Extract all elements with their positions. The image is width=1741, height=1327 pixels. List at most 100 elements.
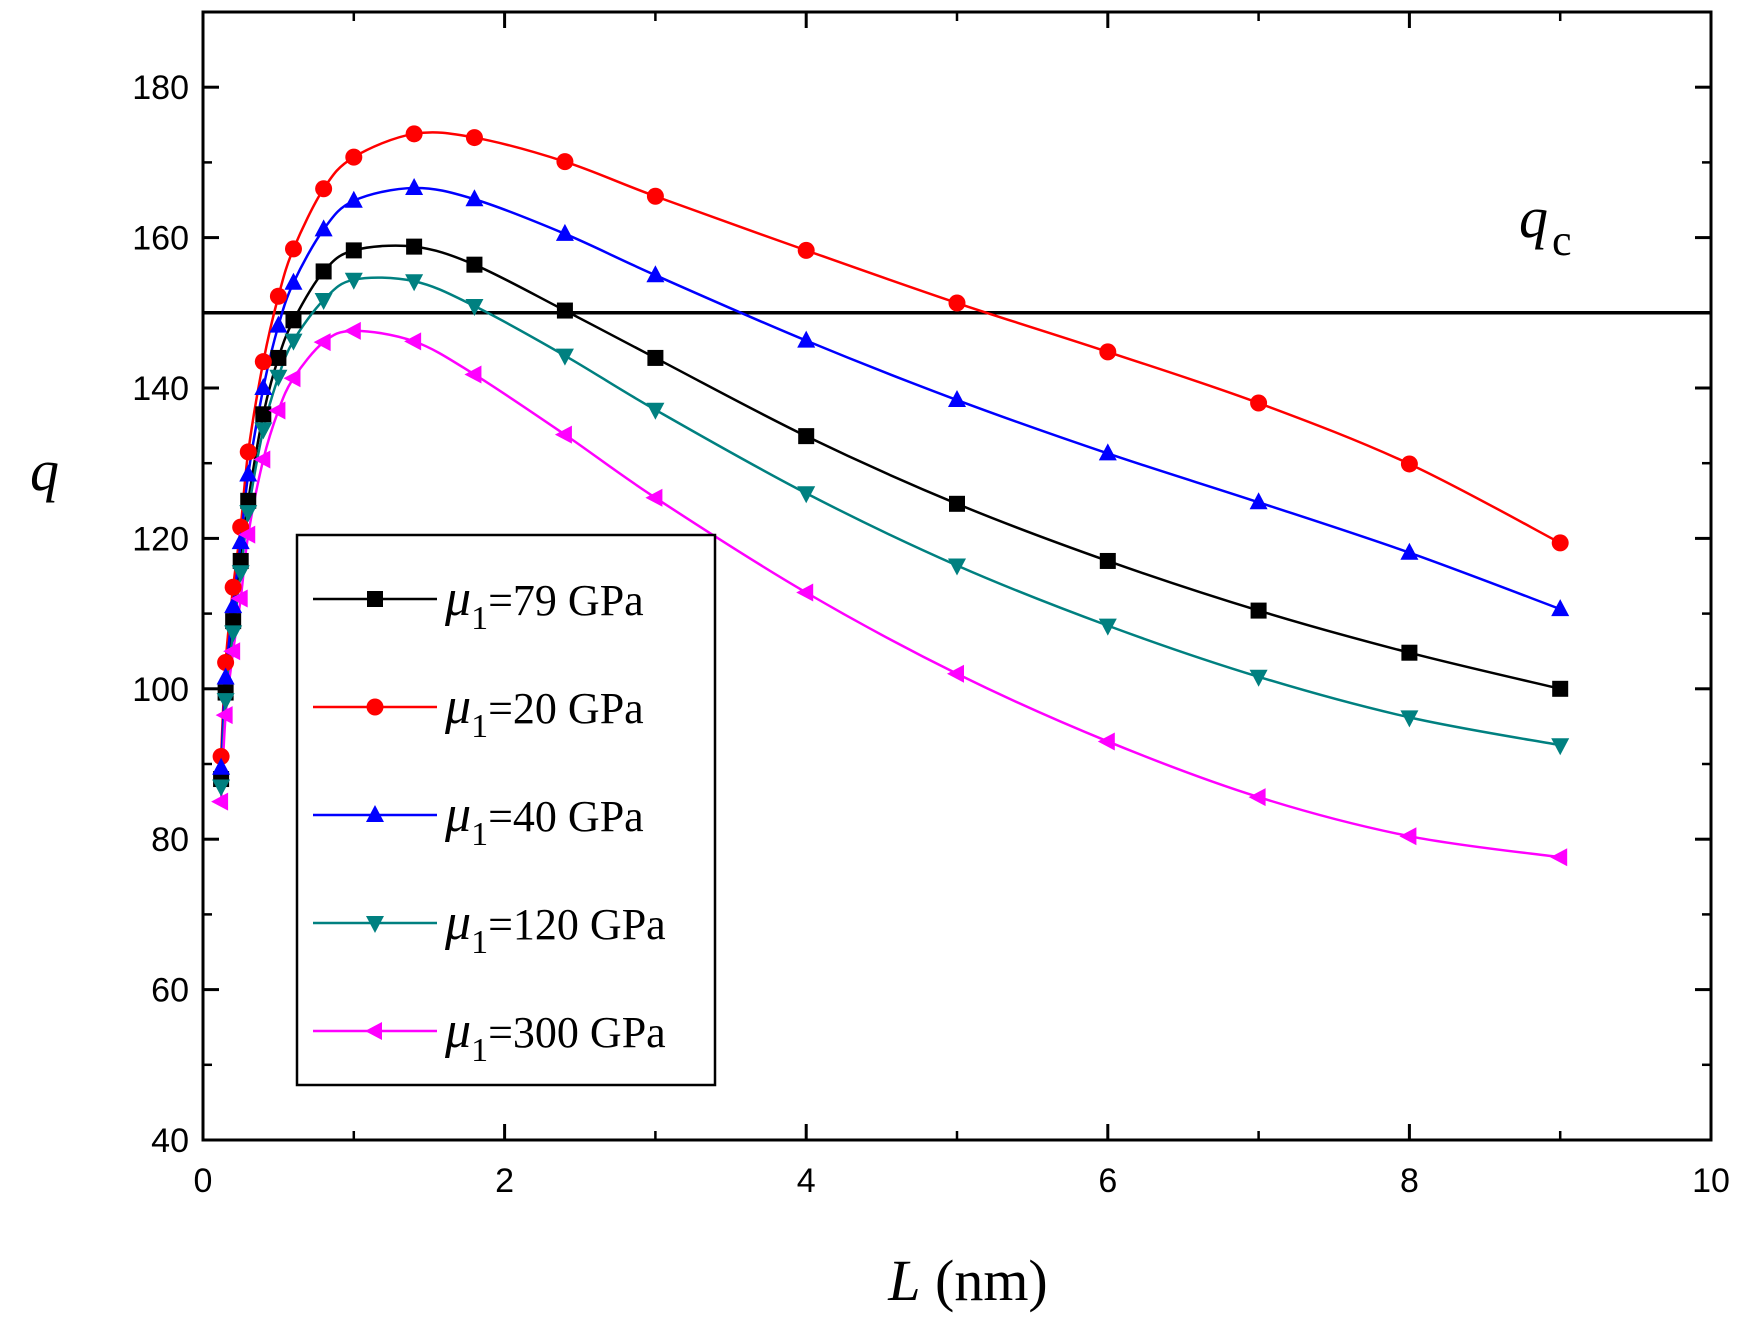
data-point	[798, 428, 815, 445]
tick-labels: 0 2 4 6 8 10 40 60 80 100 120 140 160 180	[132, 69, 1730, 1200]
data-point	[797, 486, 816, 504]
data-point	[239, 443, 257, 461]
data-point	[268, 401, 286, 420]
x-tick-label: 10	[1692, 1162, 1730, 1200]
data-point	[464, 365, 482, 384]
data-point	[345, 148, 363, 166]
series-markers-5	[211, 321, 1568, 867]
data-point	[1399, 827, 1417, 846]
data-point	[646, 402, 665, 420]
data-point	[1249, 669, 1268, 687]
data-point	[1099, 552, 1116, 569]
data-point	[554, 425, 572, 444]
data-point	[1250, 602, 1267, 619]
data-point	[405, 177, 424, 195]
series-line-3	[219, 186, 1561, 768]
y-axis-title: q	[30, 438, 59, 503]
data-point	[212, 757, 231, 775]
data-point	[646, 187, 664, 205]
data-point	[224, 578, 242, 596]
data-point	[284, 272, 303, 290]
data-point	[254, 422, 273, 440]
y-tick-label: 120	[132, 520, 189, 558]
data-point	[269, 315, 288, 333]
data-point	[405, 274, 424, 292]
data-point	[555, 348, 574, 366]
data-point	[345, 242, 362, 259]
data-point	[215, 706, 233, 725]
data-point	[465, 299, 484, 317]
data-point	[253, 450, 271, 469]
data-point	[797, 241, 815, 259]
data-point	[269, 287, 287, 305]
data-point	[270, 349, 287, 366]
data-point	[556, 302, 573, 319]
legend-box	[295, 533, 717, 1087]
data-point	[269, 369, 288, 387]
legend-label: μ1=20 GPa	[444, 678, 644, 745]
series-line-2	[219, 131, 1561, 757]
x-axis-symbol: L	[887, 1248, 920, 1313]
data-point	[796, 583, 814, 602]
data-point	[1551, 738, 1570, 756]
x-tick-label: 2	[495, 1162, 514, 1200]
legend-entry-2: μ1=20 GPa	[313, 678, 644, 745]
data-point	[315, 180, 333, 198]
data-point	[224, 625, 243, 643]
data-point	[212, 747, 230, 765]
legend-entry-1: μ1=79 GPa	[313, 570, 644, 637]
data-point	[948, 294, 966, 312]
data-point	[1400, 542, 1419, 560]
y-tick-label: 40	[151, 1122, 189, 1160]
data-point	[1400, 710, 1419, 728]
data-point	[238, 525, 256, 544]
data-point	[466, 256, 483, 273]
y-tick-label: 80	[151, 821, 189, 859]
data-point	[1551, 599, 1570, 617]
data-point	[1098, 443, 1117, 461]
data-point	[404, 332, 422, 351]
data-point	[1098, 618, 1117, 636]
series-markers-2	[212, 125, 1569, 765]
x-axis-title: L (nm)	[887, 1248, 1048, 1313]
data-point	[254, 378, 273, 395]
x-tick-label: 4	[797, 1162, 816, 1200]
legend-label: μ1=120 GPa	[444, 894, 666, 961]
data-point	[1400, 455, 1418, 473]
data-point	[231, 532, 250, 550]
data-point	[1248, 788, 1266, 807]
data-point	[1401, 644, 1418, 661]
data-point	[555, 223, 574, 241]
data-point	[231, 565, 250, 583]
y-tick-label: 180	[132, 69, 189, 107]
series-markers-3	[212, 177, 1570, 775]
x-axis-unit: (nm)	[935, 1248, 1048, 1313]
legend-label: μ1=40 GPa	[444, 786, 644, 853]
data-point	[556, 153, 574, 171]
data-point	[949, 495, 965, 512]
data-point	[211, 792, 229, 811]
legend-entry-5: μ1=300 GPa	[313, 1002, 666, 1069]
data-point	[212, 779, 231, 797]
data-point	[284, 240, 302, 258]
y-tick-label: 160	[132, 220, 189, 258]
legend-marker	[365, 1022, 382, 1040]
data-point	[343, 321, 361, 340]
data-point	[1099, 343, 1117, 361]
data-point	[285, 312, 302, 329]
reference-line-label: qc	[1519, 185, 1572, 265]
y-tick-label: 60	[151, 972, 189, 1010]
data-point	[239, 464, 258, 482]
data-point	[645, 488, 663, 507]
data-point	[465, 189, 484, 207]
data-point	[405, 125, 423, 143]
data-point	[344, 190, 363, 208]
y-tick-label: 140	[132, 370, 189, 408]
series-markers-4	[212, 272, 1570, 797]
data-point	[314, 219, 333, 237]
y-tick-label: 100	[132, 671, 189, 709]
data-point	[1250, 394, 1268, 412]
x-tick-label: 6	[1098, 1162, 1117, 1200]
